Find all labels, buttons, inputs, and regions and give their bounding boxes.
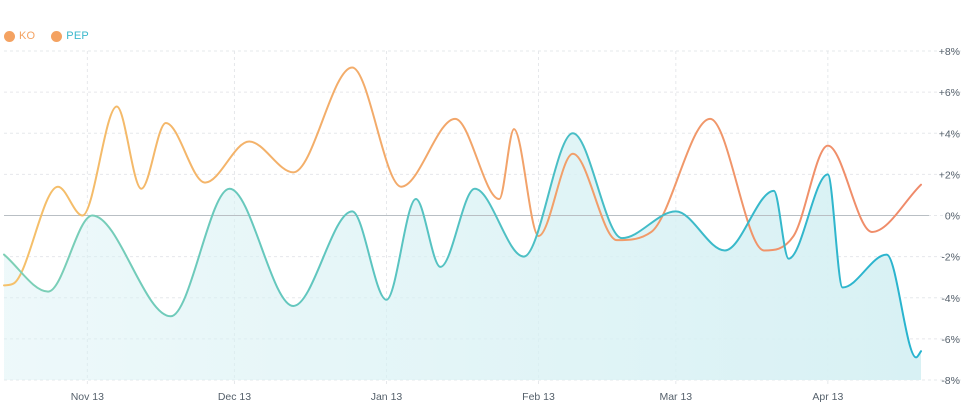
- area-layer: [4, 133, 921, 380]
- y-axis: +8% +6% +4% +2% 0% -2% -4% -6% -8%: [939, 46, 960, 387]
- legend-label-ko: KO: [19, 30, 36, 42]
- y-tick-label: -6%: [941, 334, 960, 346]
- y-tick-label: -2%: [941, 252, 960, 264]
- y-tick-label: -4%: [941, 293, 960, 305]
- legend: KO PEP: [4, 30, 89, 42]
- pep-area: [4, 133, 921, 380]
- y-tick-label: +4%: [939, 128, 960, 140]
- x-tick-label: Dec 13: [218, 391, 251, 403]
- legend-item-pep[interactable]: PEP: [51, 30, 89, 42]
- legend-item-ko[interactable]: KO: [4, 30, 35, 42]
- y-tick-label: +6%: [939, 87, 960, 99]
- x-axis: Nov 13 Dec 13 Jan 13 Feb 13 Mar 13 Apr 13: [71, 391, 844, 403]
- line-layer: [3, 66, 922, 359]
- series-line-pep[interactable]: [3, 132, 922, 359]
- y-tick-label: +8%: [939, 46, 960, 58]
- x-tick-label: Nov 13: [71, 391, 104, 403]
- legend-swatch-pep: [51, 30, 63, 42]
- x-tick-label: Apr 13: [812, 391, 843, 403]
- legend-label-pep: PEP: [66, 30, 89, 42]
- x-tick-label: Jan 13: [371, 391, 403, 403]
- y-tick-label: +2%: [939, 169, 960, 181]
- legend-swatch-ko: [4, 30, 15, 42]
- series-line-ko[interactable]: [3, 66, 922, 287]
- y-tick-label: 0%: [945, 211, 960, 223]
- y-tick-label: -8%: [941, 375, 960, 387]
- x-tick-label: Mar 13: [659, 391, 692, 403]
- x-tick-label: Feb 13: [522, 391, 555, 403]
